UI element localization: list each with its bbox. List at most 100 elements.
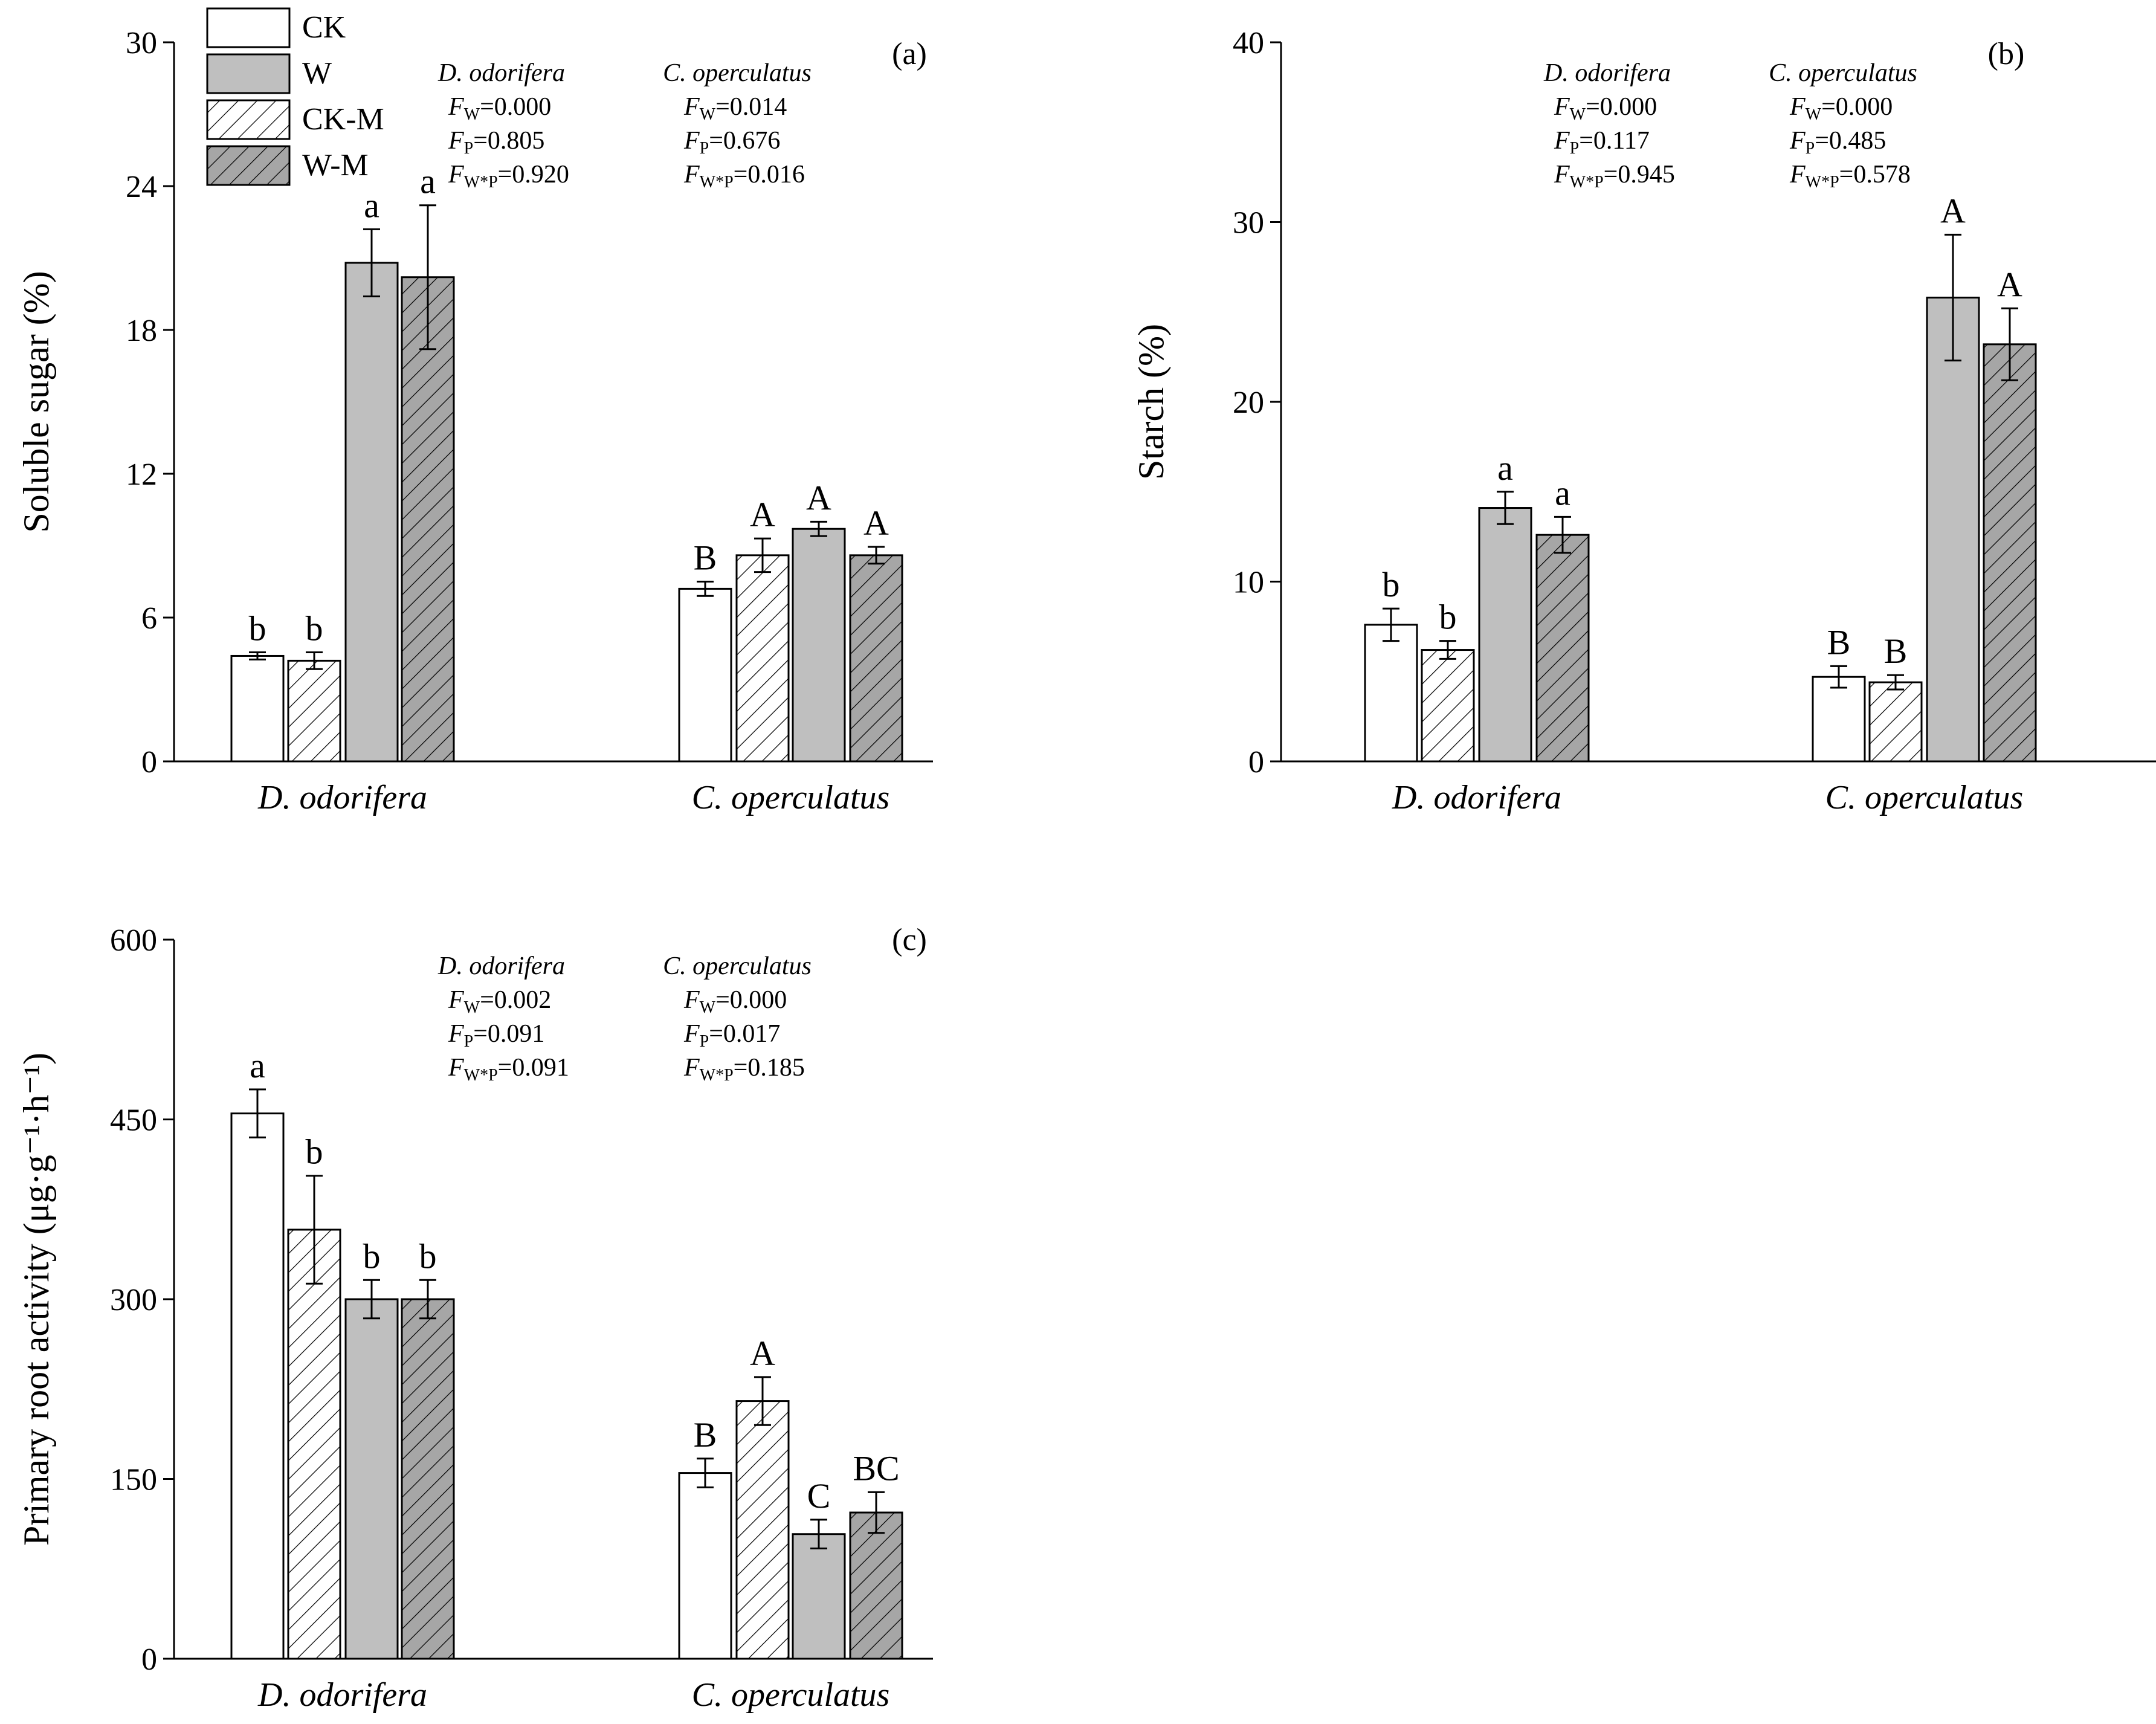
stats-row: FW=0.002 (448, 986, 551, 1017)
significance-letter: b (363, 1236, 381, 1276)
stats-value: =0.091 (498, 1054, 569, 1082)
legend-label-ck: CK (302, 10, 346, 45)
stats-value: =0.185 (734, 1054, 805, 1082)
stats-row: FP=0.017 (683, 1020, 780, 1051)
stats-f-symbol: F (448, 986, 464, 1014)
bar-w-m (849, 554, 903, 763)
stats-species-heading: C. operculatus (663, 952, 812, 980)
legend-label-w-m: W-M (302, 148, 369, 182)
stats-subscript: W*P (700, 173, 734, 192)
x-category-label: D. odorifera (257, 779, 427, 816)
stats-f-symbol: F (1789, 127, 1806, 155)
legend-swatch-ck-m (206, 99, 291, 140)
stats-row: FP=0.091 (448, 1020, 544, 1051)
stats-subscript: W (464, 105, 480, 124)
bar-w-m (1535, 534, 1590, 763)
bar-w-m (849, 1511, 903, 1660)
legend: CK W CK-M W-M (206, 7, 384, 186)
stats-species-heading: C. operculatus (1769, 59, 1917, 87)
y-tick-label: 24 (126, 170, 157, 204)
stats-row: FP=0.117 (1554, 127, 1650, 158)
stats-row: FW=0.000 (683, 986, 787, 1017)
significance-letter: BC (853, 1448, 899, 1488)
panel-label: (a) (892, 37, 927, 71)
stats-f-symbol: F (683, 127, 700, 155)
stats-f-symbol: F (448, 1020, 464, 1048)
legend-label-ck-m: CK-M (302, 102, 384, 137)
stats-row: FW*P=0.091 (448, 1054, 569, 1085)
stats-f-symbol: F (448, 1054, 464, 1082)
stats-subscript: W (1806, 105, 1822, 124)
stats-row: FW=0.000 (1789, 93, 1893, 124)
bar-ck (230, 654, 285, 763)
chart-panel-c: 0 150 300 450 600 Primary root activity (μg·g… (16, 923, 933, 1714)
stats-f-symbol: F (448, 161, 464, 189)
significance-letter: B (1884, 631, 1908, 671)
significance-letter: a (364, 186, 379, 225)
stats-subscript: W*P (464, 1066, 498, 1085)
stats-f-symbol: F (1789, 161, 1806, 189)
legend-swatch-w (206, 53, 291, 94)
significance-letter: B (694, 1415, 717, 1454)
stats-subscript: P (1806, 139, 1815, 158)
y-tick-label: 18 (126, 314, 157, 348)
stats-f-symbol: F (683, 93, 700, 121)
stats-value: =0.805 (473, 127, 544, 155)
x-category-label: C. operculatus (1825, 779, 2024, 816)
significance-letter: B (1827, 622, 1851, 662)
y-tick-label: 0 (141, 745, 157, 780)
chart-panel-b: 0 10 20 30 40 Starch (%) (b) D. odorifera C. ope… (1131, 26, 2156, 816)
stats-value: =0.014 (715, 93, 787, 121)
y-tick-label: 0 (1248, 745, 1264, 780)
y-axis-label: Starch (%) (1131, 324, 1171, 480)
bar-w (792, 1533, 846, 1660)
y-tick-label: 0 (141, 1642, 157, 1677)
significance-letter: B (694, 538, 717, 578)
stats-subscript: W (1570, 105, 1586, 124)
panel-label: (c) (892, 923, 927, 957)
bar-w-m (1983, 343, 2037, 763)
stats-f-symbol: F (683, 161, 700, 189)
stats-value: =0.945 (1604, 161, 1675, 189)
stats-value: =0.000 (1821, 93, 1893, 121)
bar-w (344, 262, 399, 763)
significance-letter: b (306, 1132, 323, 1172)
bar-ck (1364, 624, 1418, 763)
bar-ck (230, 1112, 285, 1660)
stats-f-symbol: F (1554, 93, 1570, 121)
stats-row: FW*P=0.016 (683, 161, 805, 192)
significance-letter: A (750, 495, 775, 534)
stats-species-heading: D. odorifera (1543, 59, 1671, 87)
bar-w (344, 1298, 399, 1660)
legend-swatch-ck (206, 7, 291, 48)
bar-ck (678, 1472, 732, 1660)
y-tick-label: 150 (110, 1463, 157, 1497)
stats-row: FW*P=0.920 (448, 161, 569, 192)
stats-subscript: W*P (1570, 173, 1604, 192)
stats-value: =0.000 (1586, 93, 1657, 121)
stats-f-symbol: F (683, 986, 700, 1014)
y-tick-label: 10 (1233, 566, 1264, 600)
stats-row: FW=0.000 (1554, 93, 1657, 124)
bar-ck (1812, 676, 1866, 763)
significance-letter: A (863, 503, 889, 543)
stats-row: FW=0.014 (683, 93, 787, 124)
stats-subscript: W (464, 998, 480, 1017)
y-tick-label: 600 (110, 923, 157, 958)
stats-value: =0.016 (734, 161, 805, 189)
y-axis-label: Soluble sugar (%) (16, 271, 56, 532)
stats-subscript: W*P (700, 1066, 734, 1085)
y-tick-label: 20 (1233, 386, 1264, 420)
bar-ck-m (735, 1400, 790, 1660)
y-axis-label: Primary root activity (μg·g⁻¹·h⁻¹) (16, 1053, 56, 1546)
stats-row: FP=0.485 (1789, 127, 1886, 158)
y-tick-label: 300 (110, 1283, 157, 1317)
bar-ck-m (1868, 681, 1923, 763)
significance-letter: A (1997, 265, 2022, 304)
significance-letter: A (1940, 191, 1966, 230)
x-category-label: C. operculatus (692, 779, 890, 816)
bar-w (1926, 296, 1980, 763)
significance-letter: A (750, 1334, 775, 1373)
bar-w-m (401, 1298, 455, 1660)
stats-subscript: P (464, 139, 474, 158)
